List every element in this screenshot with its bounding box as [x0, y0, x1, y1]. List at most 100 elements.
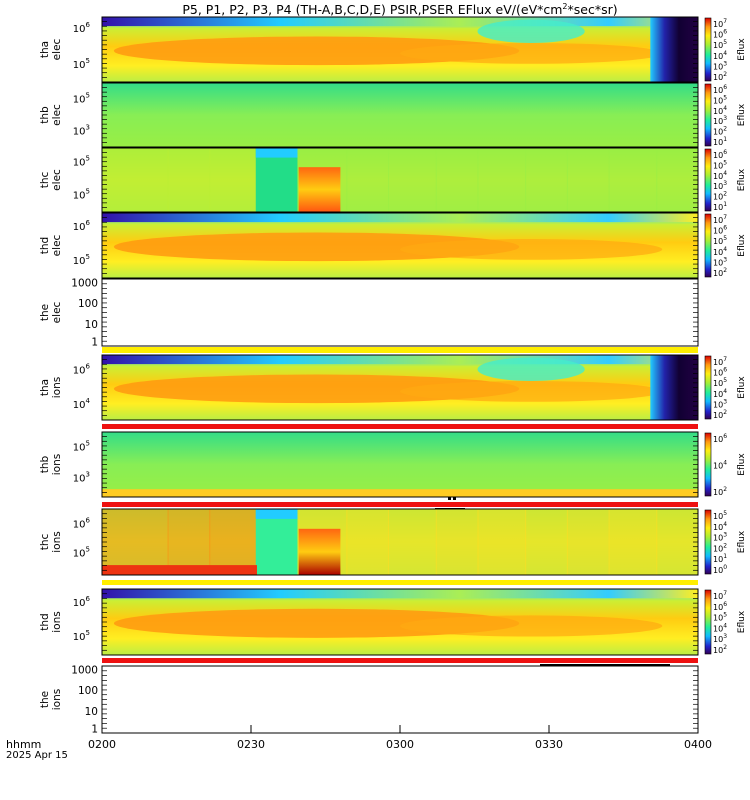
colorbar-tick-label: 101 [713, 553, 727, 564]
colorbar-tick-label: 104 [713, 105, 727, 116]
colorbar-tick-label: 104 [713, 521, 727, 532]
footer-time-label: hhmm [6, 738, 41, 751]
x-tick-label: 0230 [237, 738, 265, 751]
panel-ylabel: thaions [39, 377, 63, 398]
panel-ylabel: theions [39, 689, 63, 710]
colorbar-label: Eflux [737, 38, 747, 61]
colorbar-tick-label: 102 [713, 126, 727, 137]
colorbar-label: Eflux [737, 530, 747, 553]
x-tick-label: 0300 [386, 738, 414, 751]
colorbar-tick-label: 104 [713, 388, 727, 399]
y-minor-ticks [102, 359, 698, 416]
colorbar-tick-label: 103 [713, 398, 727, 409]
panel-the-ions: theions 1000 100 10 1 [39, 664, 699, 735]
y-tick-label: 104 [73, 397, 91, 411]
panel-ylabel: theelec [39, 301, 63, 323]
colorbar-tick-label: 104 [713, 50, 727, 61]
y-tick-label: 106 [73, 362, 91, 376]
colorbar-tick-label: 103 [713, 532, 727, 543]
y-tick-label: 105 [73, 154, 90, 168]
panel-ylabel: thbions [39, 454, 63, 475]
colorbar-label: Eflux [737, 234, 747, 257]
chart-title: P5, P1, P2, P3, P4 (TH-A,B,C,D,E) PSIR,P… [182, 2, 617, 17]
y-tick-label: 105 [73, 253, 90, 267]
colorbar-tick-label: 102 [713, 409, 727, 420]
colorbar-label: Eflux [737, 453, 747, 476]
colorbar-label: Eflux [737, 103, 747, 126]
panel-thb-ions: thbions 105 103 106 104 102 Eflux [39, 431, 747, 498]
y-tick-label: 10 [85, 706, 98, 718]
colorbar-tick-label: 102 [713, 71, 727, 82]
colorbar-tick-label: 104 [713, 246, 727, 257]
panel-ylabel: thdelec [39, 234, 63, 256]
colorbar-tick-label: 105 [713, 377, 727, 388]
y-minor-ticks [102, 217, 698, 274]
colorbar-tick-label: 102 [713, 486, 727, 497]
y-tick-label: 1000 [71, 277, 98, 289]
y-tick-label: 100 [78, 298, 98, 310]
y-minor-ticks [102, 513, 698, 571]
colorbar-tick-label: 103 [713, 256, 727, 267]
colorbar-tick-label: 105 [713, 612, 727, 623]
colorbar-tick-label: 105 [713, 235, 727, 246]
y-minor-ticks [102, 436, 698, 493]
colorbar-tick-label: 107 [713, 214, 727, 225]
y-tick-label: 105 [73, 91, 90, 105]
panel-the-elec: theelec 1000 100 10 1 [39, 277, 699, 348]
y-tick-label: 103 [73, 123, 90, 137]
colorbar-tick-label: 105 [713, 94, 727, 105]
colorbar-tick-label: 102 [713, 644, 727, 655]
colorbar-tick-label: 102 [713, 267, 727, 278]
colorbar-label: Eflux [737, 610, 747, 633]
colorbar-tick-label: 103 [713, 115, 727, 126]
colorbar-tick-label: 106 [713, 225, 727, 236]
y-tick-label: 106 [73, 517, 91, 531]
y-tick-label: 1000 [71, 664, 98, 676]
x-tick-label: 0400 [684, 738, 712, 751]
y-minor-ticks [102, 593, 698, 651]
colorbar-tick-label: 103 [713, 180, 727, 191]
colorbar-tick-label: 100 [713, 564, 727, 575]
panel-ylabel: thbelec [39, 104, 63, 126]
x-tick-label: 0200 [88, 738, 116, 751]
panel-ylabel: thcelec [39, 169, 63, 191]
panel-ylabel: thaelec [39, 38, 63, 60]
colorbar-label: Eflux [737, 376, 747, 399]
colorbar-tick-label: 101 [713, 136, 727, 147]
y-tick-label: 105 [73, 57, 90, 71]
colorbar-tick-label: 106 [713, 367, 727, 378]
colorbar: 106 104 102 Eflux [704, 432, 747, 497]
y-tick-label: 105 [73, 629, 90, 643]
y-minor-ticks [102, 283, 698, 342]
footer-date-label: 2025 Apr 15 [6, 750, 68, 761]
y-minor-ticks [102, 87, 698, 143]
separator-bars [102, 347, 698, 666]
colorbar-tick-label: 106 [713, 84, 727, 95]
colorbar-tick-label: 102 [713, 542, 727, 553]
y-tick-label: 100 [78, 685, 98, 697]
colorbar-tick-label: 106 [713, 149, 727, 160]
colorbar-tick-label: 106 [713, 433, 727, 444]
y-minor-ticks [102, 152, 698, 208]
colorbar-tick-label: 101 [713, 201, 727, 212]
colorbar-tick-label: 105 [713, 39, 727, 50]
colorbar-tick-label: 104 [713, 170, 727, 181]
y-minor-ticks [102, 21, 698, 78]
panel-ylabel: thcions [39, 531, 63, 552]
y-tick-label: 105 [73, 188, 90, 202]
colorbar-label: Eflux [737, 168, 747, 191]
y-tick-label: 105 [73, 439, 90, 453]
colorbar-tick-label: 106 [713, 29, 727, 40]
